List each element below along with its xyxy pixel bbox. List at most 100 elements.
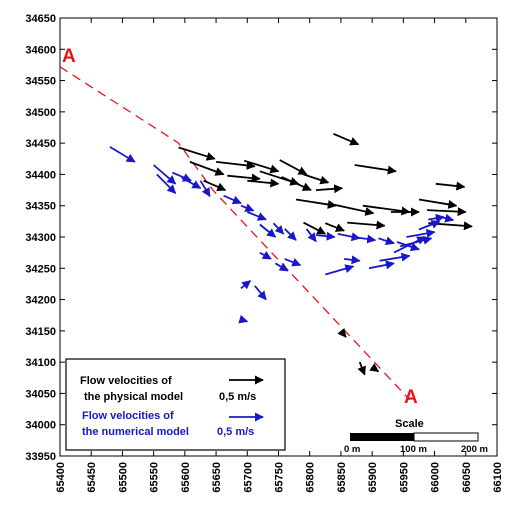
numerical-vector xyxy=(418,220,441,231)
y-tick-label: 34000 xyxy=(25,420,56,432)
scale-bar-empty xyxy=(413,432,479,442)
section-a-a-line xyxy=(59,66,411,401)
physical-vector xyxy=(435,181,466,191)
x-tick-label: 66050 xyxy=(461,462,473,493)
numerical-vector xyxy=(246,211,267,221)
physical-vector xyxy=(369,363,380,373)
x-tick-label: 65900 xyxy=(367,462,379,493)
y-tick-label: 34600 xyxy=(25,44,56,56)
scale-label-200: 200 m xyxy=(461,444,488,455)
y-tick-label: 34050 xyxy=(25,388,56,400)
physical-vector xyxy=(303,221,327,235)
physical-vector xyxy=(303,173,330,185)
legend-physical-line1: Flow velocities of xyxy=(80,375,172,387)
y-tick-label: 34350 xyxy=(25,201,56,213)
physical-vector xyxy=(227,173,261,183)
numerical-vector xyxy=(172,171,192,182)
physical-vector xyxy=(279,159,308,176)
section-label-start: A xyxy=(62,46,76,67)
x-tick-label: 65700 xyxy=(242,462,254,493)
numerical-vector xyxy=(305,228,317,243)
numerical-vector xyxy=(284,258,302,267)
numerical-vector xyxy=(240,203,255,212)
physical-vector xyxy=(357,361,366,376)
numerical-vector xyxy=(274,262,289,272)
physical-vector xyxy=(189,161,225,176)
y-tick-label: 34250 xyxy=(25,263,56,275)
numerical-vector xyxy=(353,234,377,244)
numerical-model-vectors xyxy=(109,146,455,324)
physical-vector xyxy=(178,146,216,161)
x-tick-label: 65800 xyxy=(305,462,317,493)
legend-physical-line2: the physical model xyxy=(84,391,183,403)
numerical-vector xyxy=(406,228,436,238)
numerical-vector xyxy=(284,228,297,241)
numerical-vector xyxy=(109,146,136,163)
numerical-vector xyxy=(238,314,249,324)
x-tick-label: 66100 xyxy=(492,462,504,493)
numerical-vector xyxy=(259,223,277,238)
x-tick-label: 65750 xyxy=(274,462,286,493)
numerical-vector xyxy=(181,176,202,189)
physical-vector xyxy=(203,179,227,192)
numerical-vector xyxy=(223,194,242,205)
physical-vector xyxy=(333,132,360,146)
x-tick-label: 65500 xyxy=(117,462,129,493)
legend-box xyxy=(65,358,286,451)
physical-vector xyxy=(362,204,411,216)
physical-vector xyxy=(215,160,256,170)
numerical-vector xyxy=(254,285,267,301)
x-tick-label: 65950 xyxy=(398,462,410,493)
scale-bar: Scale 0 m 100 m 200 m xyxy=(344,418,488,455)
numerical-vector xyxy=(440,213,455,223)
numerical-vector xyxy=(153,164,177,185)
y-tick-label: 34450 xyxy=(25,138,56,150)
y-axis: 34650 34600 34550 34500 34450 34400 34350 34300… xyxy=(25,13,497,463)
numerical-vector xyxy=(379,252,411,262)
y-tick-label: 34200 xyxy=(25,295,56,307)
physical-vector xyxy=(337,327,347,338)
numerical-vector xyxy=(368,260,395,270)
x-tick-label: 65550 xyxy=(149,462,161,493)
numerical-vector xyxy=(399,235,433,248)
physical-vector xyxy=(427,207,467,217)
numerical-vector xyxy=(156,173,177,194)
legend-numerical-value: 0,5 m/s xyxy=(217,426,254,438)
physical-vector xyxy=(295,198,337,209)
section-label-end: A xyxy=(404,387,418,408)
physical-vector xyxy=(354,164,397,175)
numerical-vector xyxy=(325,264,355,276)
physical-model-vectors xyxy=(178,132,473,376)
y-tick-label: 33950 xyxy=(25,451,56,463)
legend: Flow velocities of the physical model 0,… xyxy=(65,358,286,451)
y-tick-label: 34500 xyxy=(25,107,56,119)
scale-label-100: 100 m xyxy=(400,444,427,455)
legend-numerical-line1: Flow velocities of xyxy=(82,410,174,422)
x-tick-label: 66000 xyxy=(430,462,442,493)
y-tick-label: 34150 xyxy=(25,326,56,338)
physical-vector xyxy=(281,176,312,191)
x-tick-label: 65850 xyxy=(336,462,348,493)
physical-vector xyxy=(347,220,386,230)
numerical-vector xyxy=(272,222,285,235)
y-tick-label: 34400 xyxy=(25,169,56,181)
x-tick-label: 65450 xyxy=(86,462,98,493)
scale-title: Scale xyxy=(395,418,424,430)
physical-vector xyxy=(329,202,375,216)
y-tick-label: 34300 xyxy=(25,232,56,244)
legend-numerical-line2: the numerical model xyxy=(82,426,189,438)
physical-vector xyxy=(324,222,345,232)
physical-vector xyxy=(247,178,280,188)
scale-label-0: 0 m xyxy=(344,444,360,455)
section-line xyxy=(59,66,411,401)
physical-vector xyxy=(243,159,280,174)
numerical-vector xyxy=(343,255,361,265)
legend-physical-value: 0,5 m/s xyxy=(219,391,256,403)
y-tick-label: 34550 xyxy=(25,76,56,88)
numerical-vector xyxy=(199,180,211,198)
y-tick-label: 34650 xyxy=(25,13,56,25)
physical-vector xyxy=(418,198,458,209)
x-axis: 65400 65450 65500 65550 65600 65650 65700 65750… xyxy=(55,18,504,493)
x-tick-label: 65650 xyxy=(211,462,223,493)
